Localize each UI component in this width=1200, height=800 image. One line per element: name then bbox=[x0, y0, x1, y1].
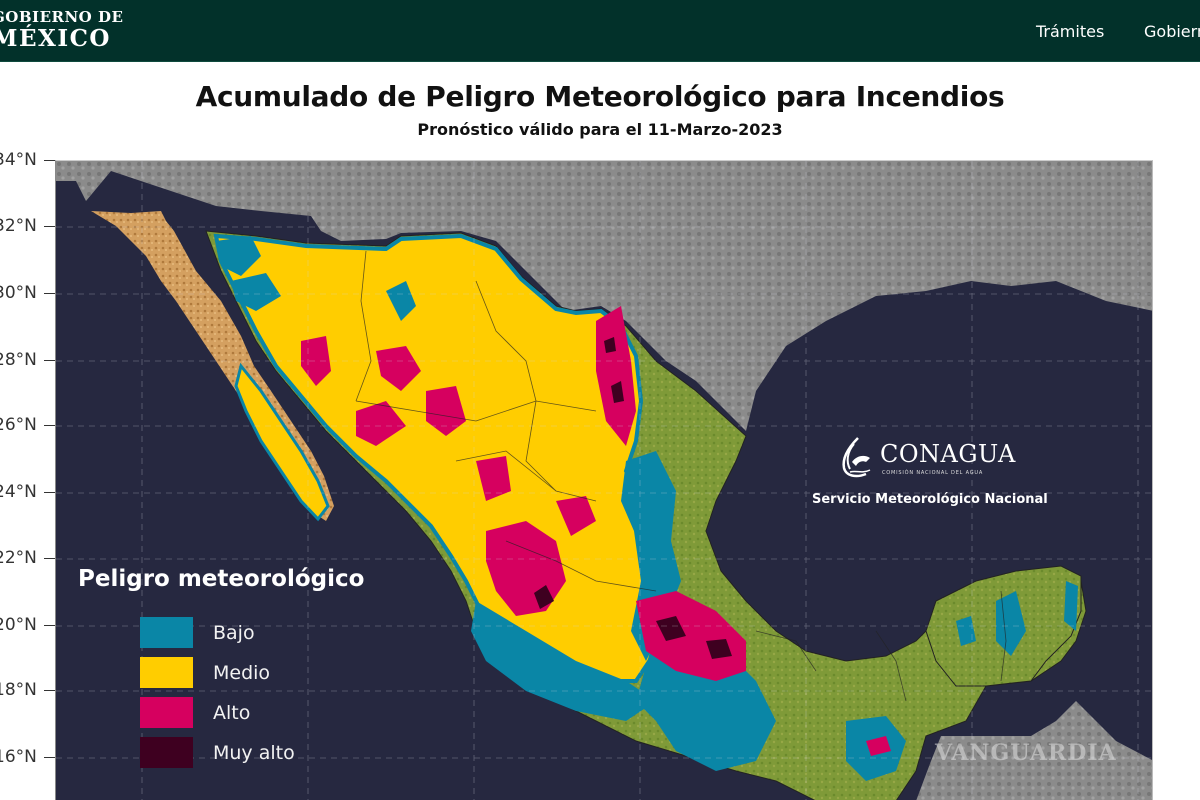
lat-tick bbox=[44, 492, 56, 493]
lat-label-26n: 26°N bbox=[0, 415, 37, 435]
nav-link-tramites[interactable]: Trámites bbox=[1036, 21, 1105, 41]
legend-title: Peligro meteorológico bbox=[78, 566, 365, 592]
lat-label-20n: 20°N bbox=[0, 615, 37, 635]
lat-label-30n: 30°N bbox=[0, 283, 37, 303]
legend-item-bajo: Bajo bbox=[140, 617, 255, 648]
vanguardia-watermark: VANGUARDIA bbox=[935, 740, 1117, 766]
danger-muy-alto-regions bbox=[534, 337, 732, 659]
baja-south-yellow bbox=[234, 362, 330, 522]
lat-tick bbox=[44, 625, 56, 626]
conagua-emblem-icon bbox=[842, 437, 871, 478]
lat-label-18n: 18°N bbox=[0, 680, 37, 700]
lat-label-24n: 24°N bbox=[0, 482, 37, 502]
nav-link-gobierno[interactable]: Gobierno bbox=[1144, 21, 1200, 41]
lat-label-16n: 16°N bbox=[0, 747, 37, 767]
top-navigation-bar: GOBIERNO DE MÉXICO Trámites Gobierno bbox=[0, 0, 1200, 62]
legend-label-bajo: Bajo bbox=[213, 621, 255, 644]
legend-swatch-alto bbox=[140, 697, 193, 728]
legend-swatch-muy-alto bbox=[140, 737, 193, 768]
lat-label-22n: 22°N bbox=[0, 548, 37, 568]
legend-swatch-medio bbox=[140, 657, 193, 688]
lat-tick bbox=[44, 425, 56, 426]
lat-tick bbox=[44, 690, 56, 691]
legend-label-medio: Medio bbox=[213, 661, 271, 684]
legend-label-alto: Alto bbox=[213, 701, 251, 724]
lat-tick bbox=[44, 757, 56, 758]
conagua-name: CONAGUA bbox=[880, 440, 1016, 468]
gobierno-de-mexico-logo[interactable]: GOBIERNO DE MÉXICO bbox=[0, 8, 124, 52]
legend-label-muy-alto: Muy alto bbox=[213, 741, 295, 764]
fire-danger-map[interactable] bbox=[55, 160, 1153, 800]
lat-tick bbox=[44, 360, 56, 361]
lat-tick bbox=[44, 160, 56, 161]
graticule bbox=[56, 161, 1152, 800]
danger-alto-regions bbox=[301, 306, 891, 756]
map-title: Acumulado de Peligro Meteorológico para … bbox=[195, 80, 1005, 113]
state-borders bbox=[355, 250, 1007, 702]
legend-item-alto: Alto bbox=[140, 697, 250, 728]
legend-item-medio: Medio bbox=[140, 657, 270, 688]
servicio-meteorologico-label: Servicio Meteorológico Nacional bbox=[812, 492, 1048, 507]
lat-tick bbox=[44, 226, 56, 227]
legend-swatch-bajo bbox=[140, 617, 193, 648]
map-graphic bbox=[56, 161, 1152, 800]
legend-item-muy-alto: Muy alto bbox=[140, 737, 295, 768]
central-america-land bbox=[916, 701, 1152, 800]
lat-tick bbox=[44, 558, 56, 559]
usa-land bbox=[56, 161, 1152, 431]
logo-line-1: GOBIERNO DE bbox=[0, 8, 124, 26]
conagua-logo: CONAGUA COMISIÓN NACIONAL DEL AGUA bbox=[838, 436, 1015, 484]
logo-line-2: MÉXICO bbox=[0, 25, 111, 52]
lat-tick bbox=[44, 293, 56, 294]
lat-label-28n: 28°N bbox=[0, 350, 37, 370]
map-subtitle: Pronóstico válido para el 11-Marzo-2023 bbox=[417, 120, 783, 139]
conagua-subtitle: COMISIÓN NACIONAL DEL AGUA bbox=[882, 470, 984, 476]
lat-label-32n: 32°N bbox=[0, 216, 37, 236]
lat-label-34n: 34°N bbox=[0, 150, 37, 170]
